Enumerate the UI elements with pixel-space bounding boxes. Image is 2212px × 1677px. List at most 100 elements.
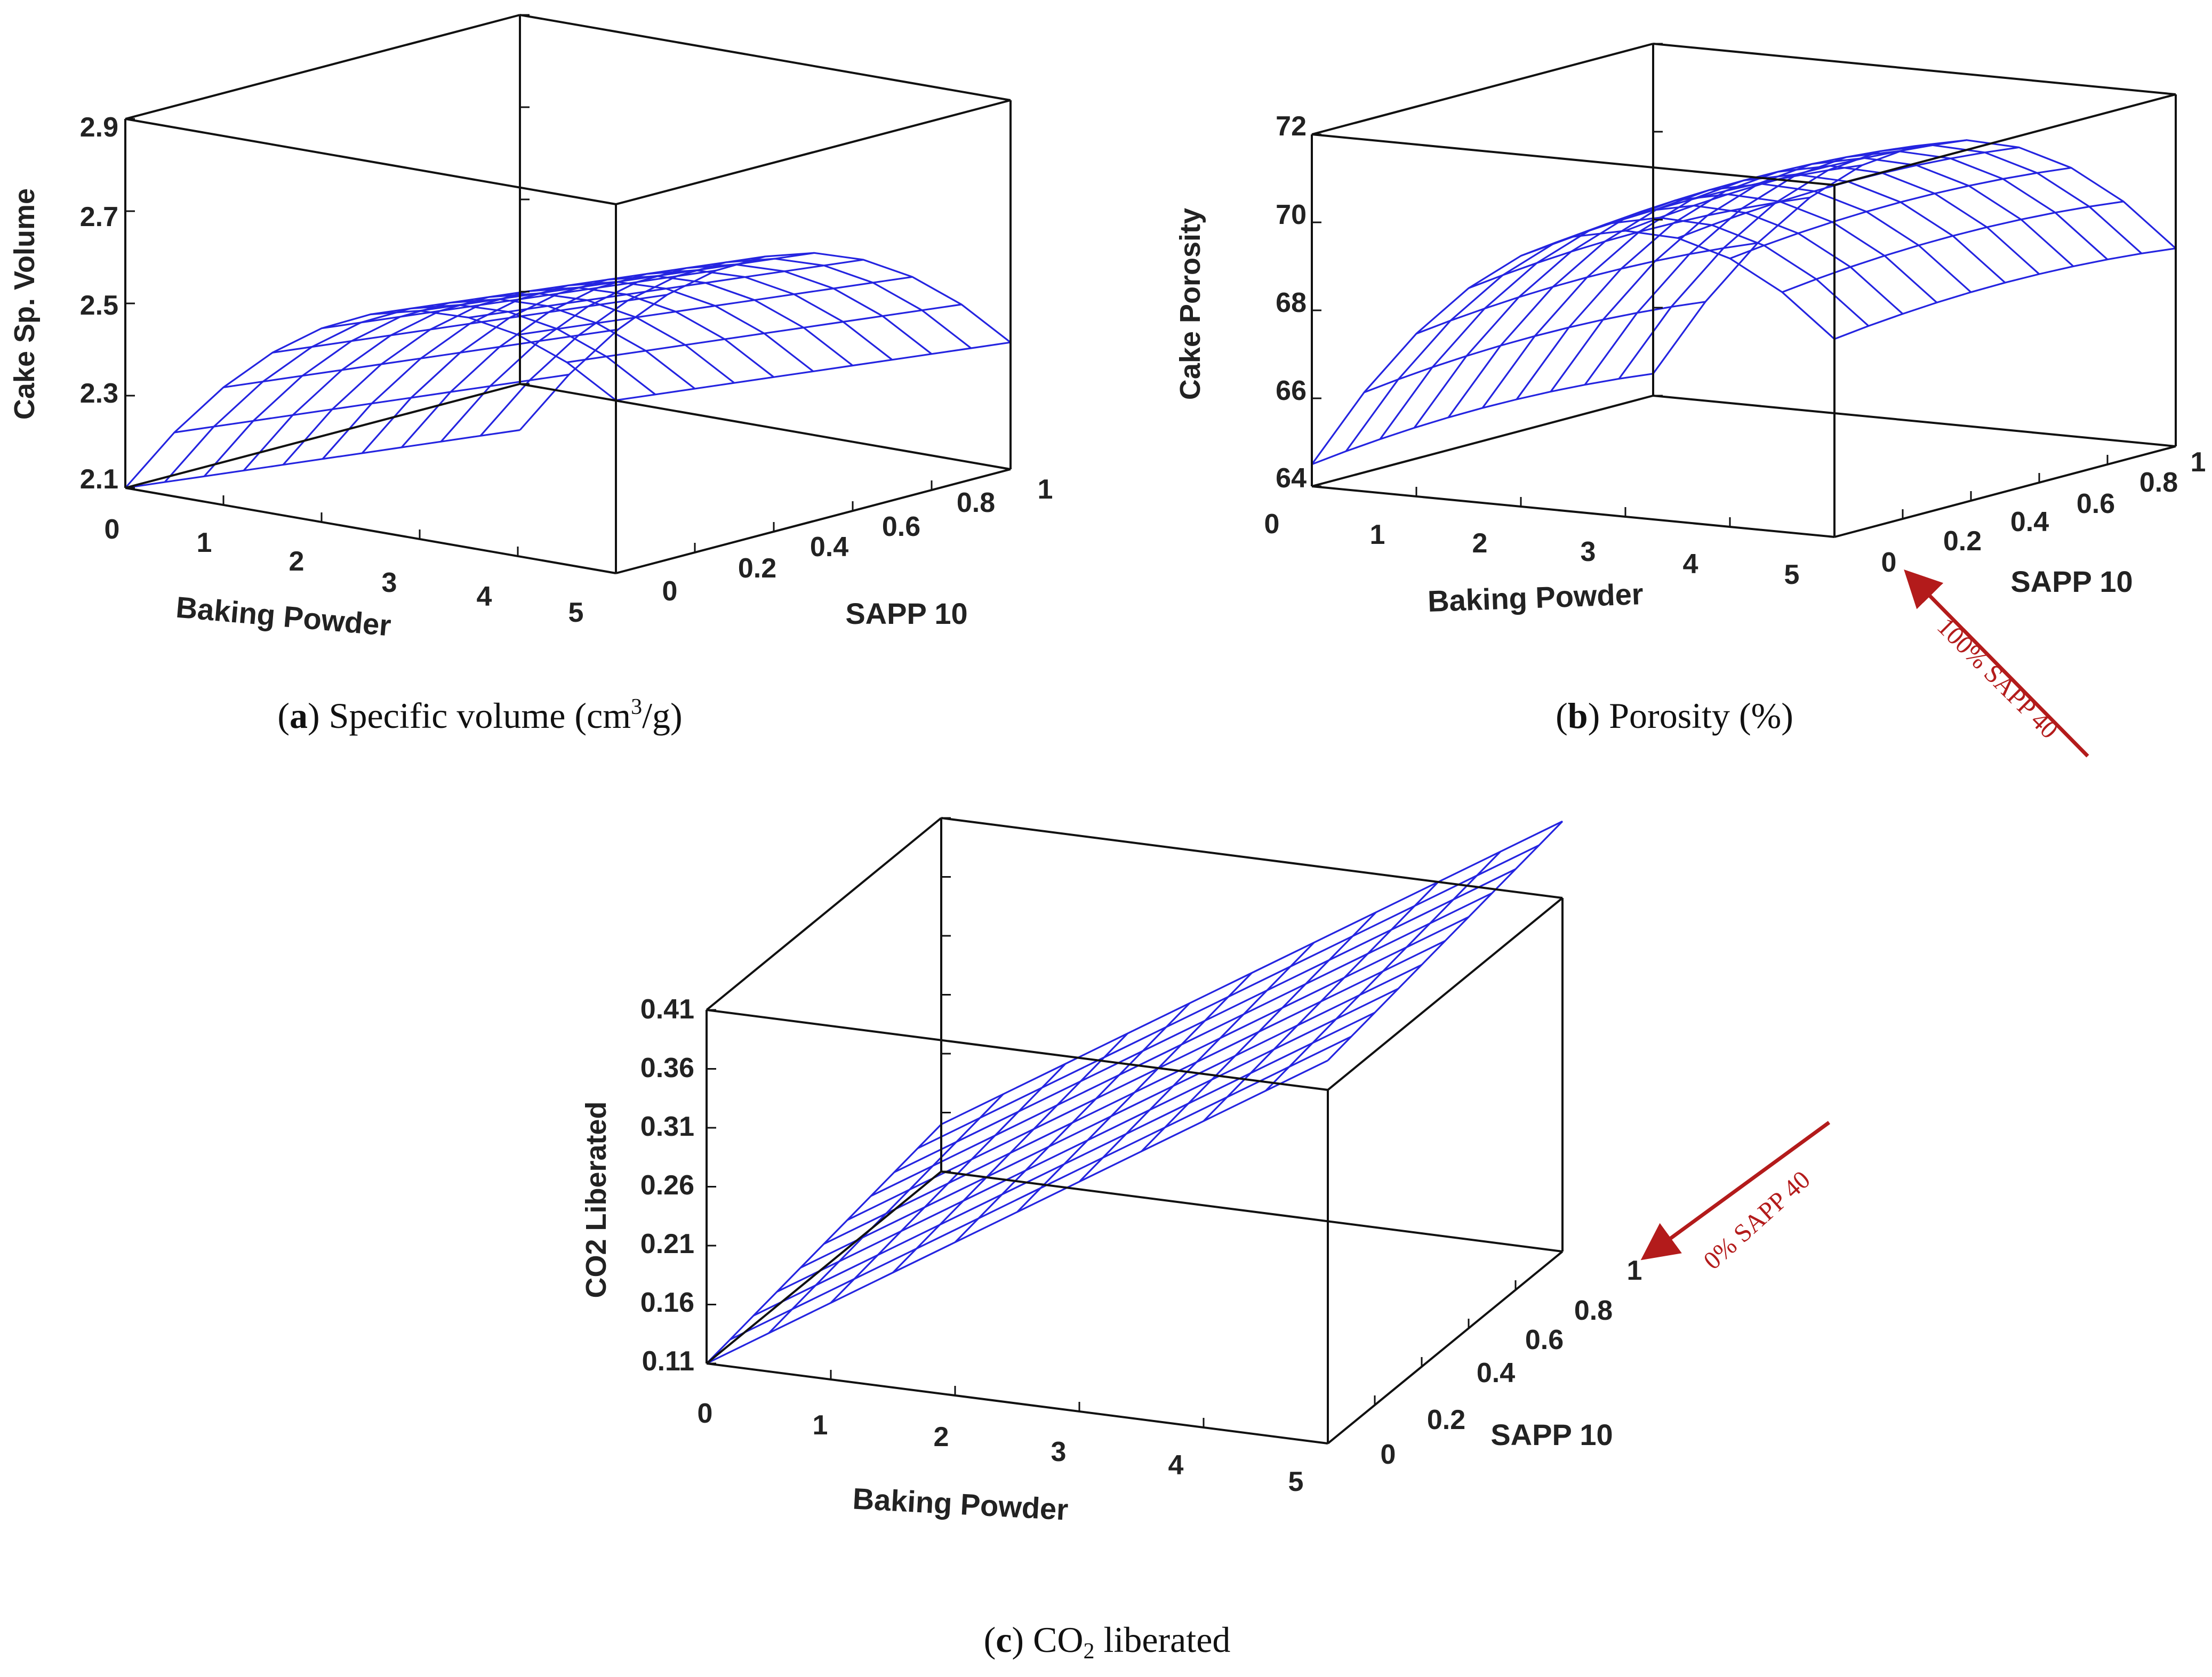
mesh-line bbox=[1573, 145, 1915, 238]
z-tick-label: 0.11 bbox=[642, 1346, 694, 1377]
caption-tail: liberated bbox=[1095, 1619, 1231, 1660]
frame-edge bbox=[125, 487, 616, 574]
mesh-line bbox=[1618, 144, 2143, 380]
x-tick-label: 1 bbox=[1370, 519, 1385, 550]
z-tick-label: 2.5 bbox=[80, 290, 118, 321]
z-tick-labels-a: 2.1 2.3 2.5 2.7 2.9 bbox=[80, 112, 118, 495]
annotation-arrow-c bbox=[1640, 1121, 1831, 1261]
surface-mesh-c bbox=[706, 820, 1564, 1365]
mesh-line bbox=[1729, 167, 2072, 260]
caption-tail: /g) bbox=[642, 695, 683, 736]
y-axis-title-a: SAPP 10 bbox=[845, 597, 967, 630]
x-tick-label: 4 bbox=[477, 581, 492, 612]
frame-edge bbox=[615, 99, 1011, 205]
z-tick-label: 2.1 bbox=[80, 464, 118, 495]
tick-marks-a bbox=[124, 14, 1012, 573]
z-tick-label: 0.36 bbox=[640, 1053, 694, 1084]
mesh-line bbox=[1516, 165, 2040, 400]
mesh-line bbox=[124, 310, 616, 489]
y-tick-label: 1 bbox=[1038, 474, 1053, 505]
x-axis-title-b: Baking Powder bbox=[1427, 577, 1644, 618]
z-axis-title-b: Cake Porosity bbox=[1174, 208, 1206, 400]
x-tick-labels-c: 0 1 2 3 4 5 bbox=[698, 1398, 1304, 1497]
mesh-line bbox=[1584, 150, 2109, 386]
x-tick-label: 3 bbox=[1051, 1437, 1067, 1467]
frame-edge bbox=[1834, 93, 2176, 186]
mesh-line bbox=[894, 868, 1516, 1173]
mesh-line bbox=[730, 1036, 1352, 1341]
frame-edge bbox=[125, 118, 616, 205]
z-tick-label: 2.7 bbox=[80, 202, 118, 232]
bounding-box-a bbox=[124, 14, 1012, 574]
mesh-line bbox=[800, 964, 1422, 1269]
mesh-line bbox=[1379, 204, 1904, 440]
x-tick-label: 0 bbox=[1264, 509, 1280, 540]
frame-edge bbox=[941, 1170, 1563, 1253]
frame-edge bbox=[706, 1362, 1328, 1445]
x-axis-title-c: Baking Powder bbox=[852, 1481, 1069, 1526]
x-tick-label: 1 bbox=[197, 527, 212, 558]
frame-edge bbox=[1327, 1250, 1564, 1445]
y-tick-label: 0 bbox=[1381, 1439, 1396, 1470]
frame-edge bbox=[1327, 897, 1564, 1091]
y-tick-label: 0.4 bbox=[810, 532, 848, 563]
annotation-text-c: 0% SAPP 40 bbox=[1698, 1165, 1815, 1275]
caption-superscript: 3 bbox=[631, 695, 642, 719]
mesh-line bbox=[479, 258, 972, 437]
frame-edge bbox=[941, 817, 1563, 899]
chart-panel-c: 0.11 0.16 0.21 0.26 0.31 0.36 0.41 CO2 L… bbox=[580, 817, 1831, 1664]
mesh-line bbox=[1834, 247, 2176, 340]
mesh-line bbox=[706, 1060, 1328, 1365]
mesh-line bbox=[1652, 139, 2177, 374]
y-tick-labels-c: 0 0.2 0.4 0.6 0.8 1 bbox=[1381, 1255, 1642, 1470]
y-tick-label: 0.8 bbox=[957, 487, 995, 518]
caption-a: (a) Specific volume (cm3/g) bbox=[277, 695, 682, 736]
x-tick-label: 4 bbox=[1168, 1450, 1184, 1481]
mesh-line bbox=[519, 252, 1011, 431]
frame-edge bbox=[1653, 43, 2176, 95]
x-tick-label: 4 bbox=[1683, 549, 1698, 580]
z-axis-title-c: CO2 Liberated bbox=[580, 1101, 612, 1298]
mesh-line bbox=[753, 1012, 1375, 1317]
z-tick-label: 70 bbox=[1276, 199, 1307, 230]
y-tick-label: 0.2 bbox=[738, 553, 776, 584]
y-tick-label: 0.8 bbox=[1574, 1295, 1613, 1326]
y-tick-label: 1 bbox=[1627, 1255, 1642, 1286]
caption-label: c bbox=[996, 1619, 1012, 1660]
x-tick-label: 2 bbox=[289, 546, 304, 577]
y-tick-label: 0.4 bbox=[2010, 507, 2049, 537]
z-tick-label: 2.9 bbox=[80, 112, 118, 143]
y-tick-labels-a: 0 0.2 0.4 0.6 0.8 1 bbox=[662, 474, 1053, 607]
caption-label: a bbox=[290, 695, 308, 736]
mesh-line bbox=[203, 298, 695, 477]
mesh-line bbox=[1481, 173, 2006, 409]
mesh-line bbox=[361, 275, 853, 454]
y-tick-label: 0.6 bbox=[1525, 1325, 1564, 1355]
y-axis-title-b: SAPP 10 bbox=[2010, 565, 2133, 598]
x-tick-label: 1 bbox=[813, 1410, 828, 1441]
mesh-line bbox=[1413, 193, 1938, 429]
z-tick-labels-c: 0.11 0.16 0.21 0.26 0.31 0.36 0.41 bbox=[640, 994, 694, 1377]
frame-edge bbox=[1311, 43, 1654, 135]
frame-edge bbox=[615, 468, 1011, 574]
z-tick-label: 64 bbox=[1276, 463, 1307, 494]
caption-subscript: 2 bbox=[1084, 1639, 1095, 1664]
x-tick-label: 0 bbox=[105, 514, 120, 545]
mesh-line bbox=[164, 304, 656, 483]
y-tick-label: 1 bbox=[2191, 447, 2206, 478]
z-tick-label: 0.16 bbox=[640, 1287, 694, 1318]
frame-edge bbox=[1311, 485, 1835, 538]
y-tick-label: 0.2 bbox=[1427, 1405, 1465, 1435]
y-tick-label: 0.6 bbox=[882, 511, 920, 542]
caption-text: Porosity (%) bbox=[1600, 695, 1793, 736]
z-tick-labels-b: 64 66 68 70 72 bbox=[1276, 111, 1307, 494]
frame-edge bbox=[1311, 395, 1654, 487]
x-tick-labels-b: 0 1 2 3 4 5 bbox=[1264, 509, 1800, 590]
x-tick-label: 2 bbox=[1472, 528, 1488, 559]
x-tick-label: 3 bbox=[382, 567, 397, 598]
y-axis-title-c: SAPP 10 bbox=[1490, 1418, 1613, 1451]
z-tick-label: 0.41 bbox=[640, 994, 694, 1025]
mesh-line bbox=[282, 286, 774, 466]
chart-panel-a: 2.1 2.3 2.5 2.7 2.9 Cake Sp. Volume 0 1 … bbox=[9, 14, 1053, 736]
caption-text: CO bbox=[1024, 1619, 1083, 1660]
